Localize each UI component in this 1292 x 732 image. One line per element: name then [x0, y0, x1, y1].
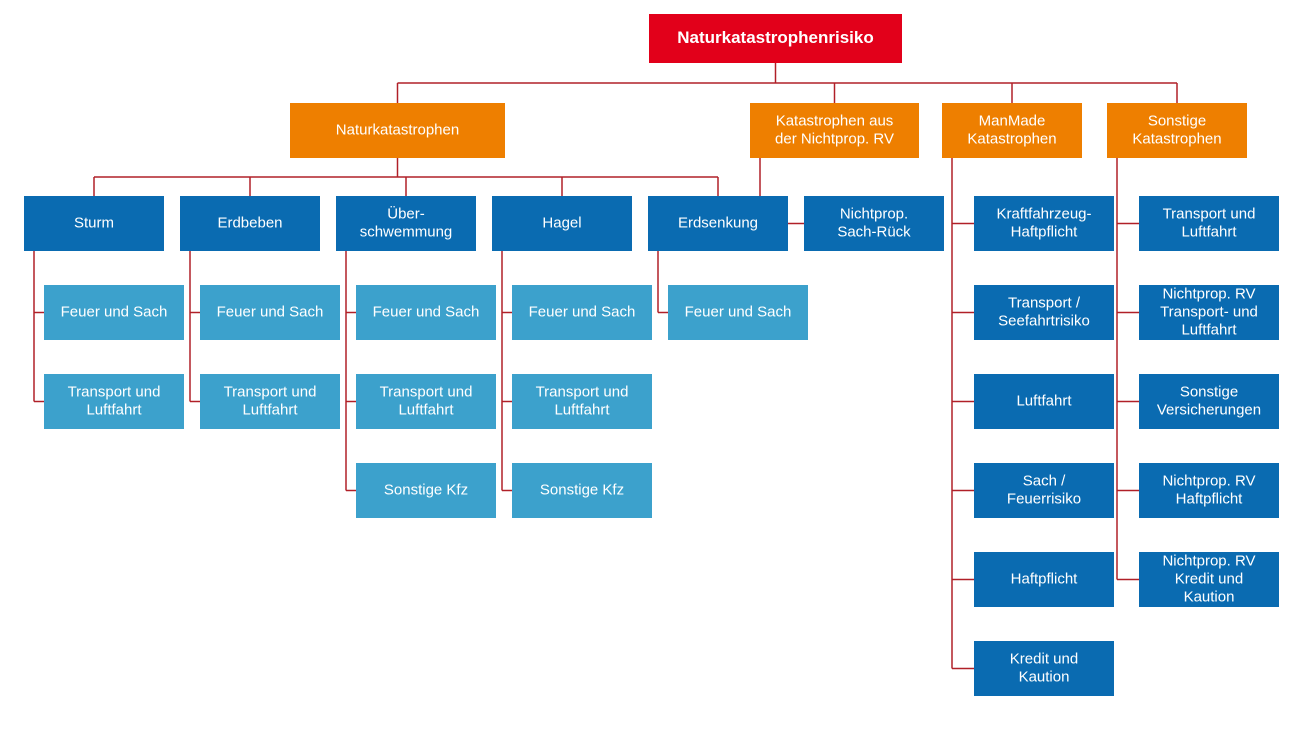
node-manmade: ManMadeKatastrophen — [942, 103, 1082, 158]
node-ha3: Sonstige Kfz — [512, 463, 652, 518]
node-label: Sach / — [1023, 472, 1066, 489]
node-mm5: Haftpflicht — [974, 552, 1114, 607]
node-label: Naturkatastrophenrisiko — [677, 28, 874, 47]
node-label: Kaution — [1019, 668, 1070, 685]
node-label: Feuer und Sach — [61, 303, 168, 320]
node-label: Feuer und Sach — [529, 303, 636, 320]
node-ueber: Über-schwemmung — [336, 196, 476, 251]
node-label: Luftfahrt — [86, 401, 142, 418]
node-label: Luftfahrt — [1016, 392, 1072, 409]
node-label: Kaution — [1184, 588, 1235, 605]
node-label: Versicherungen — [1157, 401, 1261, 418]
node-label: Kredit und — [1175, 570, 1243, 587]
node-label: der Nichtprop. RV — [775, 130, 894, 147]
node-st1: Feuer und Sach — [44, 285, 184, 340]
node-ue3: Sonstige Kfz — [356, 463, 496, 518]
node-label: Kredit und — [1010, 650, 1078, 667]
node-st2: Transport undLuftfahrt — [44, 374, 184, 429]
node-so5: Nichtprop. RVKredit undKaution — [1139, 552, 1279, 607]
node-so2: Nichtprop. RVTransport- undLuftfahrt — [1139, 285, 1279, 340]
node-so1: Transport undLuftfahrt — [1139, 196, 1279, 251]
node-label: Haftpflicht — [1011, 223, 1079, 240]
node-root: Naturkatastrophenrisiko — [649, 14, 902, 63]
node-label: Nichtprop. — [840, 205, 908, 222]
node-sonstige: SonstigeKatastrophen — [1107, 103, 1247, 158]
node-eb1: Feuer und Sach — [200, 285, 340, 340]
node-label: Sach-Rück — [837, 223, 911, 240]
node-label: schwemmung — [360, 223, 453, 240]
node-label: ManMade — [979, 112, 1046, 129]
node-label: Sturm — [74, 214, 114, 231]
node-label: Transport- und — [1160, 303, 1258, 320]
node-ue1: Feuer und Sach — [356, 285, 496, 340]
node-ha2: Transport undLuftfahrt — [512, 374, 652, 429]
node-eb2: Transport undLuftfahrt — [200, 374, 340, 429]
node-label: Hagel — [542, 214, 581, 231]
node-es1: Feuer und Sach — [668, 285, 808, 340]
node-label: Erdbeben — [217, 214, 282, 231]
node-label: Transport und — [536, 383, 629, 400]
node-mm3: Luftfahrt — [974, 374, 1114, 429]
node-ue2: Transport undLuftfahrt — [356, 374, 496, 429]
node-ha1: Feuer und Sach — [512, 285, 652, 340]
node-label: Katastrophen — [967, 130, 1056, 147]
node-erdsenk: Erdsenkung — [648, 196, 788, 251]
node-erdbeben: Erdbeben — [180, 196, 320, 251]
node-label: Haftpflicht — [1011, 570, 1079, 587]
node-label: Luftfahrt — [1181, 321, 1237, 338]
node-naturk: Naturkatastrophen — [290, 103, 505, 158]
node-label: Feuer und Sach — [373, 303, 480, 320]
node-mm1: Kraftfahrzeug-Haftpflicht — [974, 196, 1114, 251]
node-label: Transport und — [224, 383, 317, 400]
node-label: Feuerrisiko — [1007, 490, 1081, 507]
node-label: Sonstige — [1148, 112, 1206, 129]
node-label: Feuer und Sach — [685, 303, 792, 320]
node-label: Katastrophen aus — [776, 112, 894, 129]
node-label: Naturkatastrophen — [336, 121, 459, 138]
node-label: Luftfahrt — [1181, 223, 1237, 240]
node-so4: Nichtprop. RVHaftpflicht — [1139, 463, 1279, 518]
node-mm4: Sach /Feuerrisiko — [974, 463, 1114, 518]
node-nichtrv: Katastrophen ausder Nichtprop. RV — [750, 103, 919, 158]
node-sturm: Sturm — [24, 196, 164, 251]
node-so3: SonstigeVersicherungen — [1139, 374, 1279, 429]
node-label: Transport und — [1163, 205, 1256, 222]
node-label: Kraftfahrzeug- — [996, 205, 1091, 222]
node-label: Sonstige Kfz — [384, 481, 468, 498]
nodes: Naturkatastrophenrisiko Naturkatastrophen… — [24, 14, 1279, 696]
node-label: Haftpflicht — [1176, 490, 1244, 507]
node-label: Luftfahrt — [554, 401, 610, 418]
node-mm6: Kredit undKaution — [974, 641, 1114, 696]
node-label: Über- — [387, 204, 425, 222]
node-label: Luftfahrt — [242, 401, 298, 418]
node-nichtsach: Nichtprop.Sach-Rück — [804, 196, 944, 251]
node-label: Katastrophen — [1132, 130, 1221, 147]
node-label: Feuer und Sach — [217, 303, 324, 320]
node-hagel: Hagel — [492, 196, 632, 251]
node-label: Transport und — [380, 383, 473, 400]
node-label: Sonstige — [1180, 383, 1238, 400]
node-label: Nichtprop. RV — [1162, 552, 1255, 569]
node-label: Luftfahrt — [398, 401, 454, 418]
node-label: Seefahrtrisiko — [998, 312, 1090, 329]
node-label: Erdsenkung — [678, 214, 758, 231]
node-mm2: Transport /Seefahrtrisiko — [974, 285, 1114, 340]
node-label: Transport und — [68, 383, 161, 400]
node-label: Nichtprop. RV — [1162, 472, 1255, 489]
node-label: Transport / — [1008, 294, 1081, 311]
org-chart: Naturkatastrophenrisiko Naturkatastrophen… — [0, 0, 1292, 732]
node-label: Sonstige Kfz — [540, 481, 624, 498]
node-label: Nichtprop. RV — [1162, 285, 1255, 302]
